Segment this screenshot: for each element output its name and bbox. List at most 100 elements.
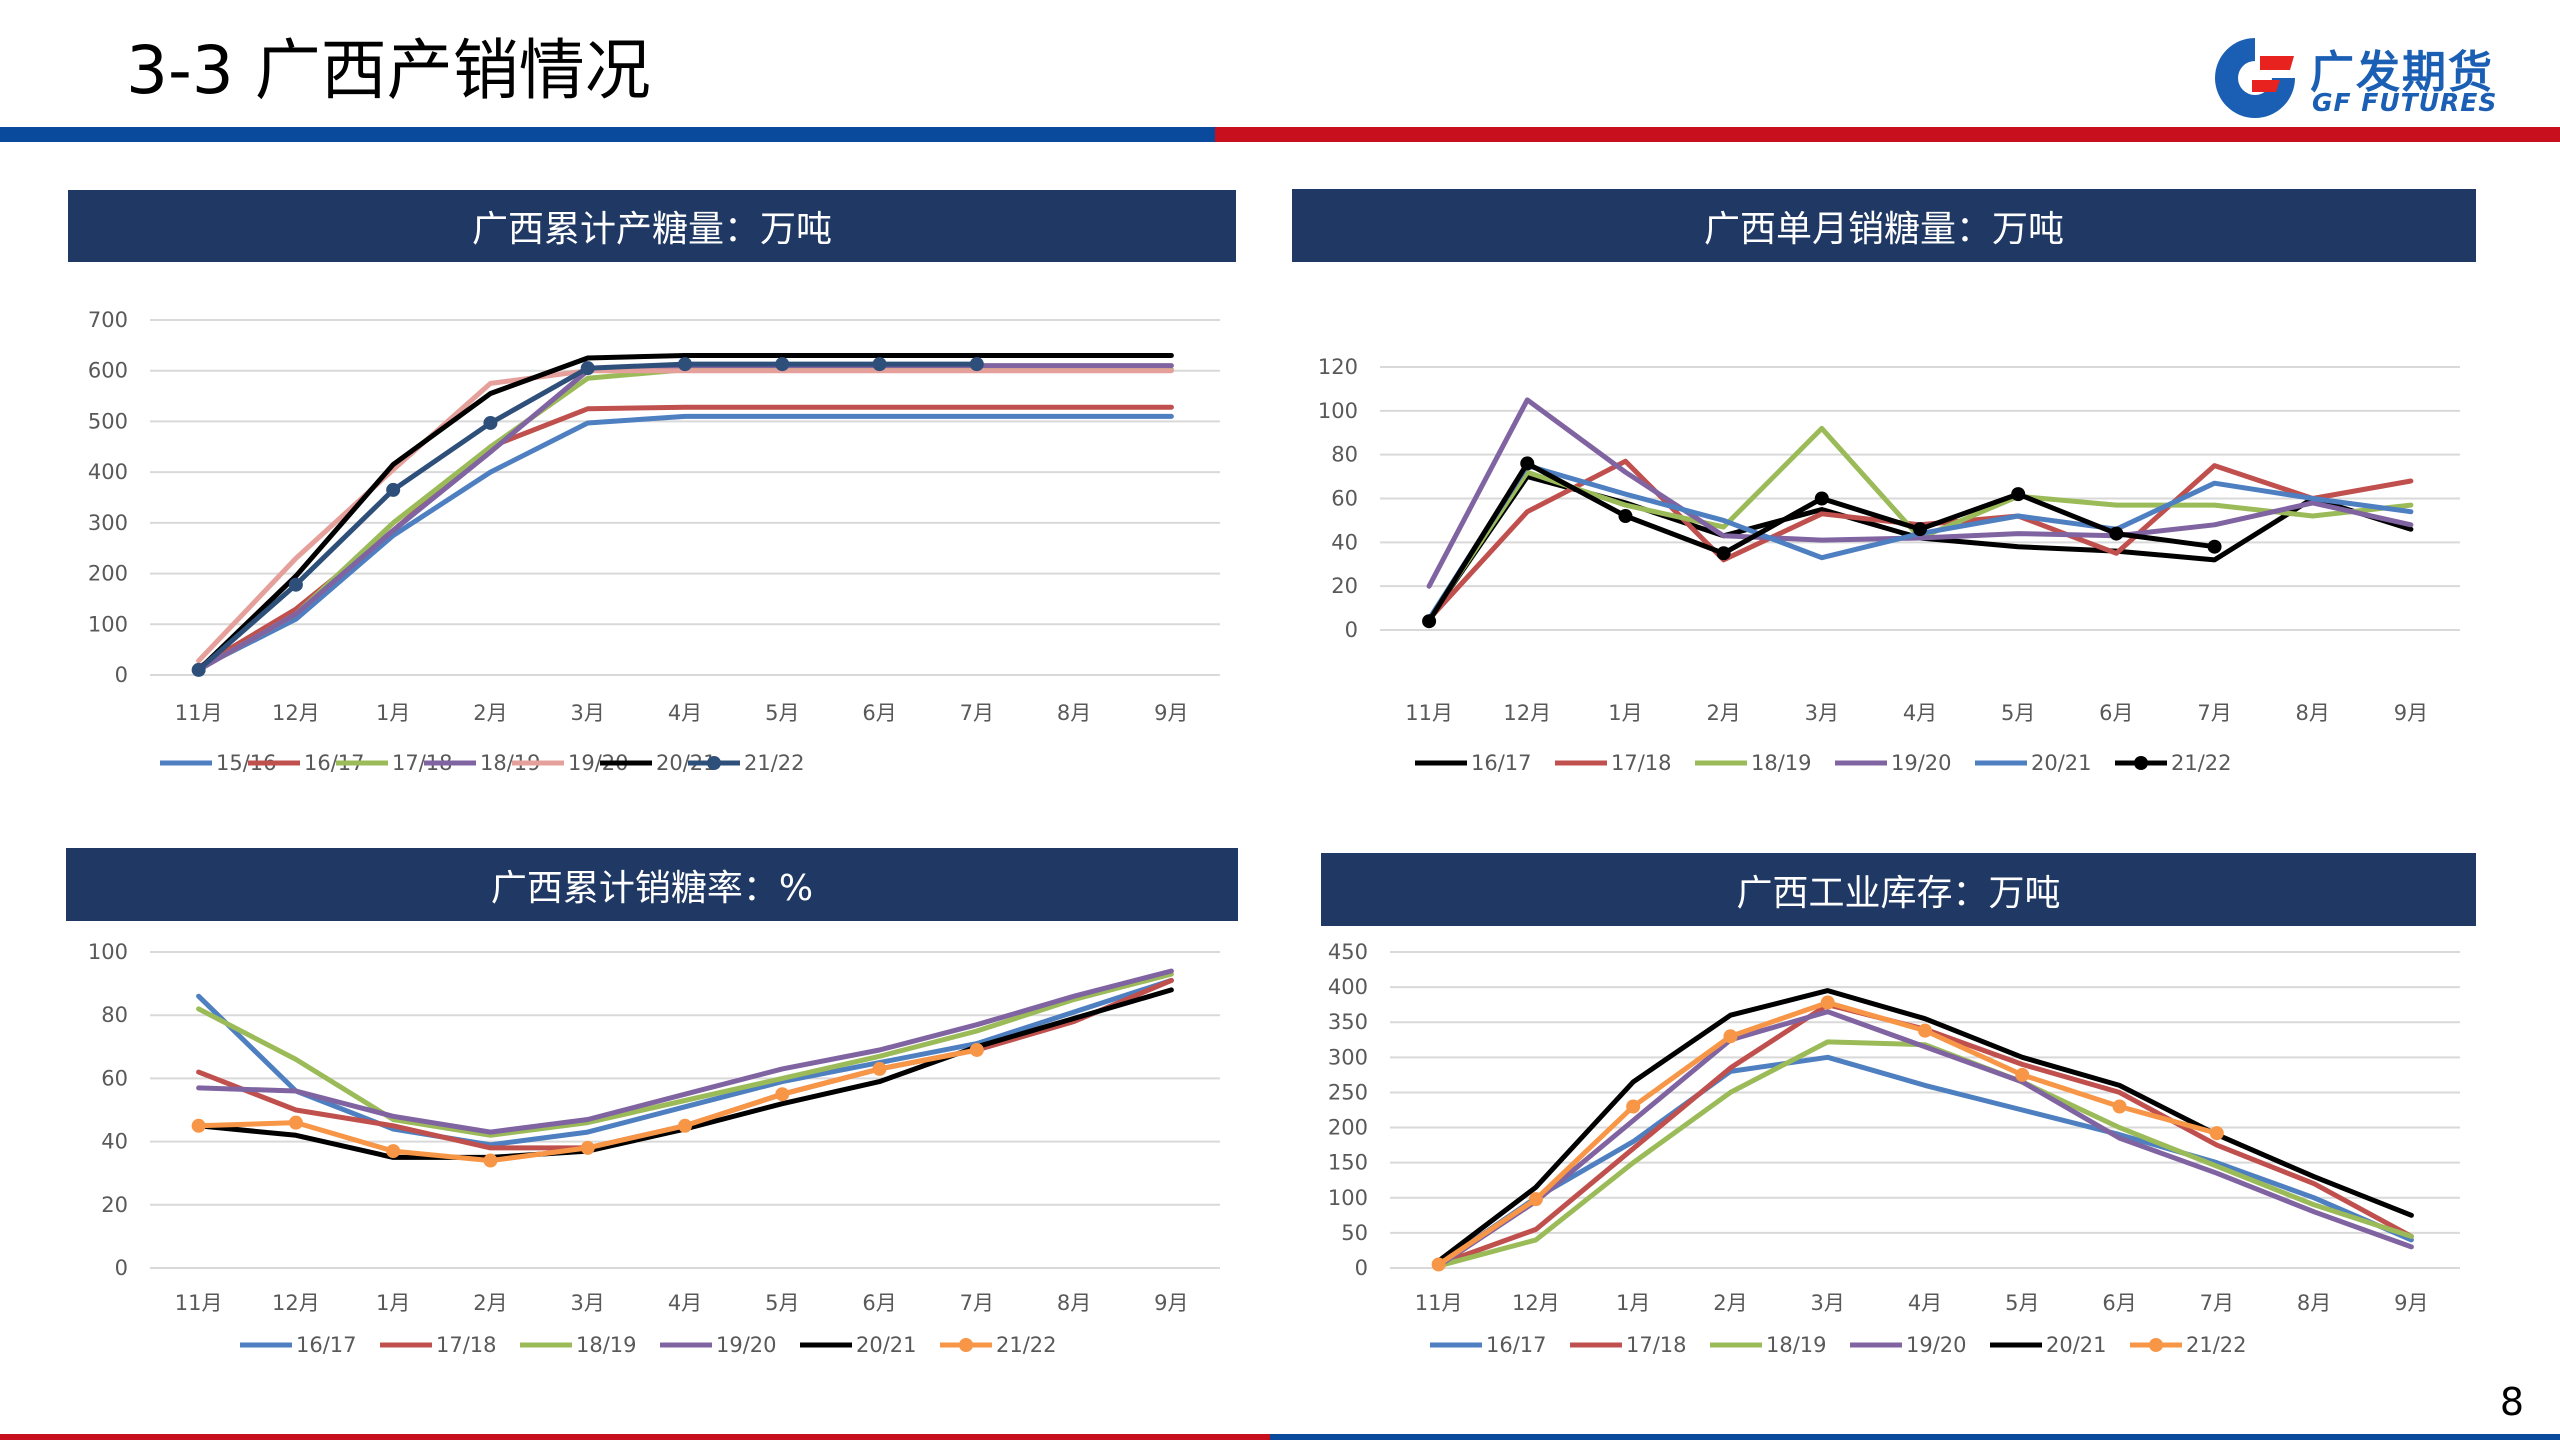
x-tick-label: 2月 [473, 1291, 507, 1315]
x-tick-label: 3月 [571, 701, 605, 725]
y-tick-label: 250 [1328, 1080, 1368, 1104]
panel-header-sales-rate: 广西累计销糖率：% [66, 848, 1238, 921]
legend-label: 17/18 [1626, 1333, 1687, 1357]
x-tick-label: 6月 [2102, 1291, 2136, 1315]
x-tick-label: 9月 [1154, 701, 1188, 725]
panel-header-monthly-sales: 广西单月销糖量：万吨 [1292, 189, 2476, 262]
x-tick-label: 7月 [960, 1291, 994, 1315]
x-tick-label: 6月 [2099, 701, 2133, 725]
legend-label: 21/22 [2171, 751, 2232, 775]
data-point-21-22 [1918, 1023, 1932, 1038]
series-line-16-17 [1436, 1054, 2414, 1267]
data-point-21-22 [1814, 491, 1829, 506]
data-point-21-22 [191, 1118, 206, 1133]
legend-label: 16/17 [1486, 1333, 1547, 1357]
x-tick-label: 12月 [272, 701, 320, 725]
data-point-21-22 [2207, 539, 2222, 554]
x-tick-label: 7月 [2197, 701, 2231, 725]
chart-monthly-sales: 0 20 40 60 80 100 120 11月 12月 1月 2月 3月 4月 5月 6月 7月 8月 9月 1… [1318, 355, 2460, 775]
x-tick-label: 1月 [1616, 1291, 1650, 1315]
x-tick-label: 12月 [1503, 701, 1551, 725]
legend-label: 19/20 [716, 1333, 777, 1357]
x-tick-label: 12月 [1512, 1291, 1560, 1315]
x-tick-label: 1月 [1608, 701, 1642, 725]
x-tick-label: 9月 [1154, 1291, 1188, 1315]
panel-header-cumulative-production: 广西累计产糖量：万吨 [68, 190, 1236, 262]
data-point-21-22 [1626, 1099, 1641, 1114]
data-point-21-22 [775, 1087, 790, 1102]
y-tick-label: 20 [101, 1193, 128, 1217]
footer-blue-bar [1270, 1434, 2560, 1440]
y-tick-label: 0 [1355, 1256, 1368, 1280]
panel-title: 广西累计产糖量：万吨 [471, 209, 832, 250]
x-tick-label: 2月 [1706, 701, 1740, 725]
data-point-21-22 [1431, 1257, 1446, 1272]
x-tick-label: 3月 [1805, 701, 1839, 725]
data-point-21-22 [678, 1118, 692, 1133]
x-tick-label: 12月 [272, 1291, 320, 1315]
x-tick-label: 7月 [2200, 1291, 2234, 1315]
x-tick-label: 2月 [473, 701, 507, 725]
gf-logo-icon [2215, 38, 2295, 118]
y-tick-label: 450 [1328, 940, 1368, 964]
data-point-21-22 [1716, 546, 1731, 561]
y-tick-label: 300 [88, 511, 128, 535]
legend-marker [707, 756, 721, 770]
y-tick-label: 400 [88, 460, 128, 484]
y-tick-label: 350 [1328, 1010, 1368, 1034]
x-tick-label: 8月 [2297, 1291, 2331, 1315]
legend-marker [959, 1338, 973, 1352]
y-tick-label: 20 [1331, 574, 1358, 598]
series-line-15-16 [196, 413, 1174, 671]
company-logo: 广发期货 GF FUTURES [2212, 30, 2512, 122]
page-number: 8 [2499, 1380, 2524, 1424]
x-tick-label: 3月 [571, 1291, 605, 1315]
data-point-21-22 [483, 415, 498, 430]
data-point-21-22 [1913, 522, 1927, 537]
y-tick-label: 40 [1331, 530, 1358, 554]
y-tick-label: 600 [88, 359, 128, 383]
data-point-21-22 [1422, 614, 1437, 629]
x-tick-label: 9月 [2394, 701, 2428, 725]
y-tick-label: 100 [1318, 399, 1358, 423]
legend-label: 21/22 [2186, 1333, 2247, 1357]
x-tick-label: 8月 [2296, 701, 2330, 725]
logo-cn-text: 广发期货 [2310, 47, 2494, 98]
y-tick-label: 500 [88, 409, 128, 433]
y-tick-label: 0 [115, 663, 128, 687]
data-point-21-22 [1528, 1192, 1543, 1207]
data-point-21-22 [2109, 526, 2124, 541]
series-line-19-20 [196, 968, 1174, 1135]
x-tick-label: 5月 [2005, 1291, 2039, 1315]
data-point-21-22 [1820, 995, 1835, 1010]
page-title: 3-3 广西产销情况 [126, 32, 651, 109]
series-line-20-21 [196, 353, 1174, 673]
data-point-21-22 [2015, 1067, 2030, 1082]
legend-label: 18/19 [1766, 1333, 1827, 1357]
legend-marker [2149, 1338, 2163, 1352]
data-point-21-22 [1618, 509, 1633, 524]
x-tick-label: 5月 [765, 1291, 799, 1315]
panel-title: 广西工业库存：万吨 [1736, 872, 2061, 914]
series-line-20-21 [1436, 988, 2414, 1264]
x-tick-label: 7月 [960, 701, 994, 725]
x-tick-label: 11月 [175, 1291, 223, 1315]
y-tick-label: 50 [1341, 1221, 1368, 1245]
legend-label: 16/17 [296, 1333, 357, 1357]
x-tick-label: 2月 [1713, 1291, 1747, 1315]
x-tick-label: 1月 [376, 1291, 410, 1315]
data-point-21-22 [2112, 1099, 2127, 1114]
chart-industrial-inventory: 0 50 100 150 200 250 300 350 400 450 11月 12月 1月 2月 3月 4… [1328, 940, 2460, 1357]
y-tick-label: 300 [1328, 1045, 1368, 1069]
x-tick-label: 9月 [2394, 1291, 2428, 1315]
legend-label: 21/22 [744, 751, 805, 775]
legend-marker [2134, 756, 2148, 770]
y-tick-label: 120 [1318, 355, 1358, 379]
y-tick-label: 0 [1345, 618, 1358, 642]
panel-title: 广西单月销糖量：万吨 [1703, 208, 2064, 250]
data-point-21-22 [386, 1144, 401, 1159]
x-tick-label: 11月 [1405, 701, 1453, 725]
y-tick-label: 700 [88, 308, 128, 332]
data-point-21-22 [678, 357, 692, 372]
y-tick-label: 40 [101, 1130, 128, 1154]
